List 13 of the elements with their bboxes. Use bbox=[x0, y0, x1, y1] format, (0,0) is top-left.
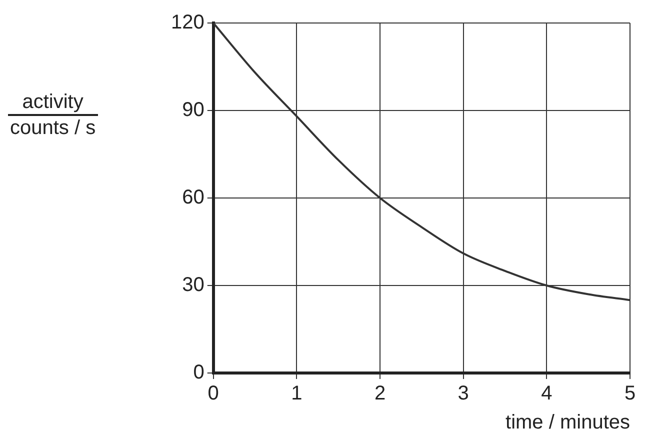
x-axis-title: time / minutes bbox=[506, 412, 630, 434]
y-axis-title: activity counts / s bbox=[9, 90, 97, 140]
y-tick-label: 0 bbox=[193, 362, 204, 384]
x-tick-label: 1 bbox=[291, 382, 302, 405]
x-tick-label: 2 bbox=[374, 382, 386, 405]
x-tick-label: 4 bbox=[541, 382, 552, 405]
x-tick-label: 3 bbox=[458, 382, 469, 405]
x-tick-label: 0 bbox=[208, 382, 219, 405]
y-tick-label: 60 bbox=[182, 186, 204, 209]
y-tick-label: 90 bbox=[182, 99, 204, 122]
y-tick-label: 30 bbox=[182, 274, 204, 296]
y-tick-label: 120 bbox=[170, 12, 204, 34]
x-tick-label: 5 bbox=[624, 382, 636, 405]
